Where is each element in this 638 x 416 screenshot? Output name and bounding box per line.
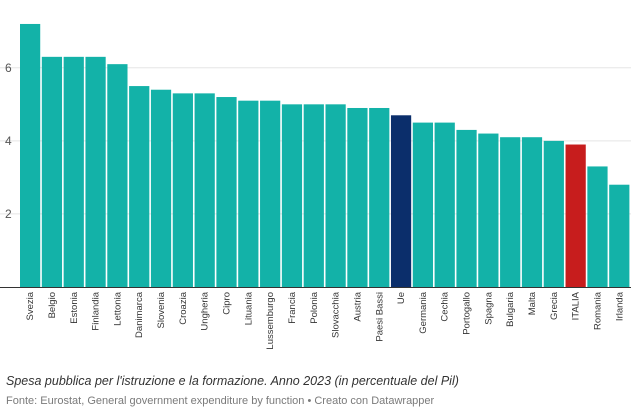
category-label: Malta [527, 291, 538, 315]
category-label: Ue [396, 292, 407, 304]
category-label: Grecia [549, 291, 560, 320]
bar-cechia [434, 122, 455, 287]
category-label: Romania [592, 291, 603, 330]
bar-germania [412, 122, 434, 287]
category-label: Polonia [309, 291, 320, 323]
category-label: Cechia [440, 291, 451, 321]
bar-lituania [238, 100, 259, 288]
bar-slovenia [150, 89, 172, 287]
category-labels: Svezia Belgio Estonia Finlandia Lettonia Dani… [25, 291, 625, 349]
category-label: Slovenia [156, 291, 167, 328]
bar-bulgaria [500, 137, 521, 287]
category-label: ITALIA [571, 291, 582, 320]
bar-irlanda [609, 184, 630, 287]
bar-lettonia [107, 64, 128, 288]
category-label: Bulgaria [505, 291, 516, 327]
bar-polonia [303, 104, 324, 287]
bar-austria [347, 107, 368, 288]
category-label: Svezia [25, 291, 36, 320]
bar-grecia [543, 140, 564, 287]
category-label: Lettonia [112, 291, 123, 326]
y-tick-labels: 2 4 6 [5, 61, 12, 221]
category-label: Germania [418, 291, 429, 333]
y-tick-label: 6 [5, 61, 12, 75]
category-label: Estonia [69, 291, 80, 323]
category-label: Paesi Bassi [374, 292, 385, 342]
category-label: Cipro [222, 292, 233, 315]
category-label: Croazia [178, 291, 189, 324]
category-label: Danimarca [134, 291, 145, 338]
category-label: Austria [352, 291, 363, 321]
chart-source: Fonte: Eurostat, General government expe… [6, 395, 435, 407]
category-label: Portogallo [462, 292, 473, 335]
bar-belgio [41, 56, 63, 288]
bar-romania [587, 166, 608, 287]
bar-francia [281, 104, 303, 287]
category-label: Slovacchia [331, 291, 342, 338]
bar-chart: 2 4 6 Svezia Belgio Estonia Finlandia Lettonia… [0, 23, 631, 350]
bar-portogallo [456, 129, 477, 287]
category-label: Irlanda [614, 291, 625, 321]
bar-spagna [478, 133, 499, 287]
bar-estonia [63, 56, 84, 288]
chart-caption: Spesa pubblica per l'istruzione e la for… [6, 374, 459, 388]
bar-malta [521, 137, 543, 287]
bar-cipro [216, 97, 237, 287]
category-label: Finlandia [91, 291, 102, 330]
bar-ue [390, 115, 412, 287]
bar-italia [565, 144, 586, 287]
category-label: Francia [287, 291, 298, 323]
bar-danimarca [129, 86, 150, 287]
bar-slovacchia [325, 104, 346, 287]
bar-lussemburgo [260, 100, 281, 288]
category-label: Spagna [483, 291, 494, 324]
bar-paesi-bassi [369, 107, 390, 288]
bar-finlandia [85, 56, 106, 288]
category-label: Lituania [243, 291, 254, 325]
bar-croazia [172, 93, 193, 288]
bars [20, 23, 630, 288]
category-label: Lussemburgo [265, 292, 276, 350]
y-tick-label: 4 [5, 134, 12, 148]
y-tick-label: 2 [5, 207, 12, 221]
bar-svezia [20, 23, 41, 288]
category-label: Ungheria [200, 291, 211, 330]
category-label: Belgio [47, 292, 58, 318]
bar-ungheria [194, 93, 215, 288]
